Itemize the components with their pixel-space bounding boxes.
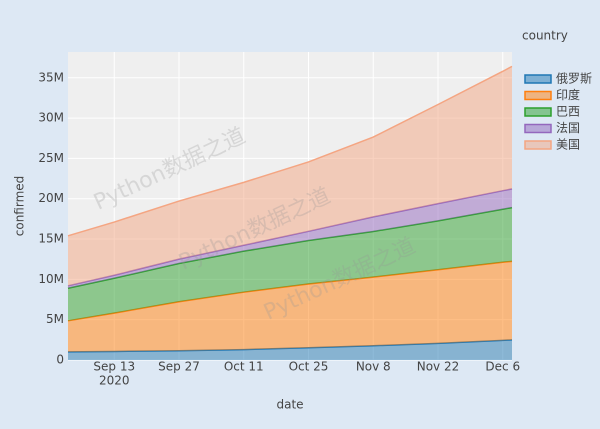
legend-label: 印度 <box>556 87 580 102</box>
legend-swatch <box>524 107 552 117</box>
legend-title: country <box>522 29 568 43</box>
area-fill <box>68 261 512 352</box>
y-tick-label: 35M <box>38 70 64 84</box>
legend-label: 法国 <box>556 121 580 135</box>
legend-label: 巴西 <box>556 105 580 119</box>
legend-label: 俄罗斯 <box>556 72 592 86</box>
y-tick-label: 5M <box>46 312 64 326</box>
x-tick-label: Oct 25 <box>289 360 329 374</box>
y-tick-label: 25M <box>38 151 64 165</box>
legend-swatch <box>524 140 552 150</box>
area-fill <box>68 188 512 289</box>
x-tick-label: Sep 13 <box>93 360 135 374</box>
x-tick-label: Oct 11 <box>224 360 264 374</box>
legend-swatch <box>524 90 552 101</box>
y-tick-label: 30M <box>38 111 64 125</box>
legend-swatch <box>524 123 552 134</box>
x-tick-label: Nov 22 <box>417 360 460 374</box>
y-tick-label: 10M <box>38 272 64 286</box>
x-axis-title: date <box>276 398 303 412</box>
legend-label: 美国 <box>556 138 580 152</box>
area-line <box>67 65 513 237</box>
x-tick-year: 2020 <box>99 374 130 388</box>
x-tick-label: Nov 8 <box>356 360 391 374</box>
legend-swatch <box>524 74 552 84</box>
area-fill <box>68 207 512 321</box>
x-tick-label: Sep 27 <box>158 360 200 374</box>
area-fill <box>68 66 512 286</box>
y-tick-label: 15M <box>38 232 64 246</box>
x-tick-label: Dec 6 <box>485 360 520 374</box>
y-axis-title: confirmed <box>13 176 27 237</box>
y-tick-label: 0 <box>56 353 64 367</box>
y-tick-label: 20M <box>38 191 64 205</box>
